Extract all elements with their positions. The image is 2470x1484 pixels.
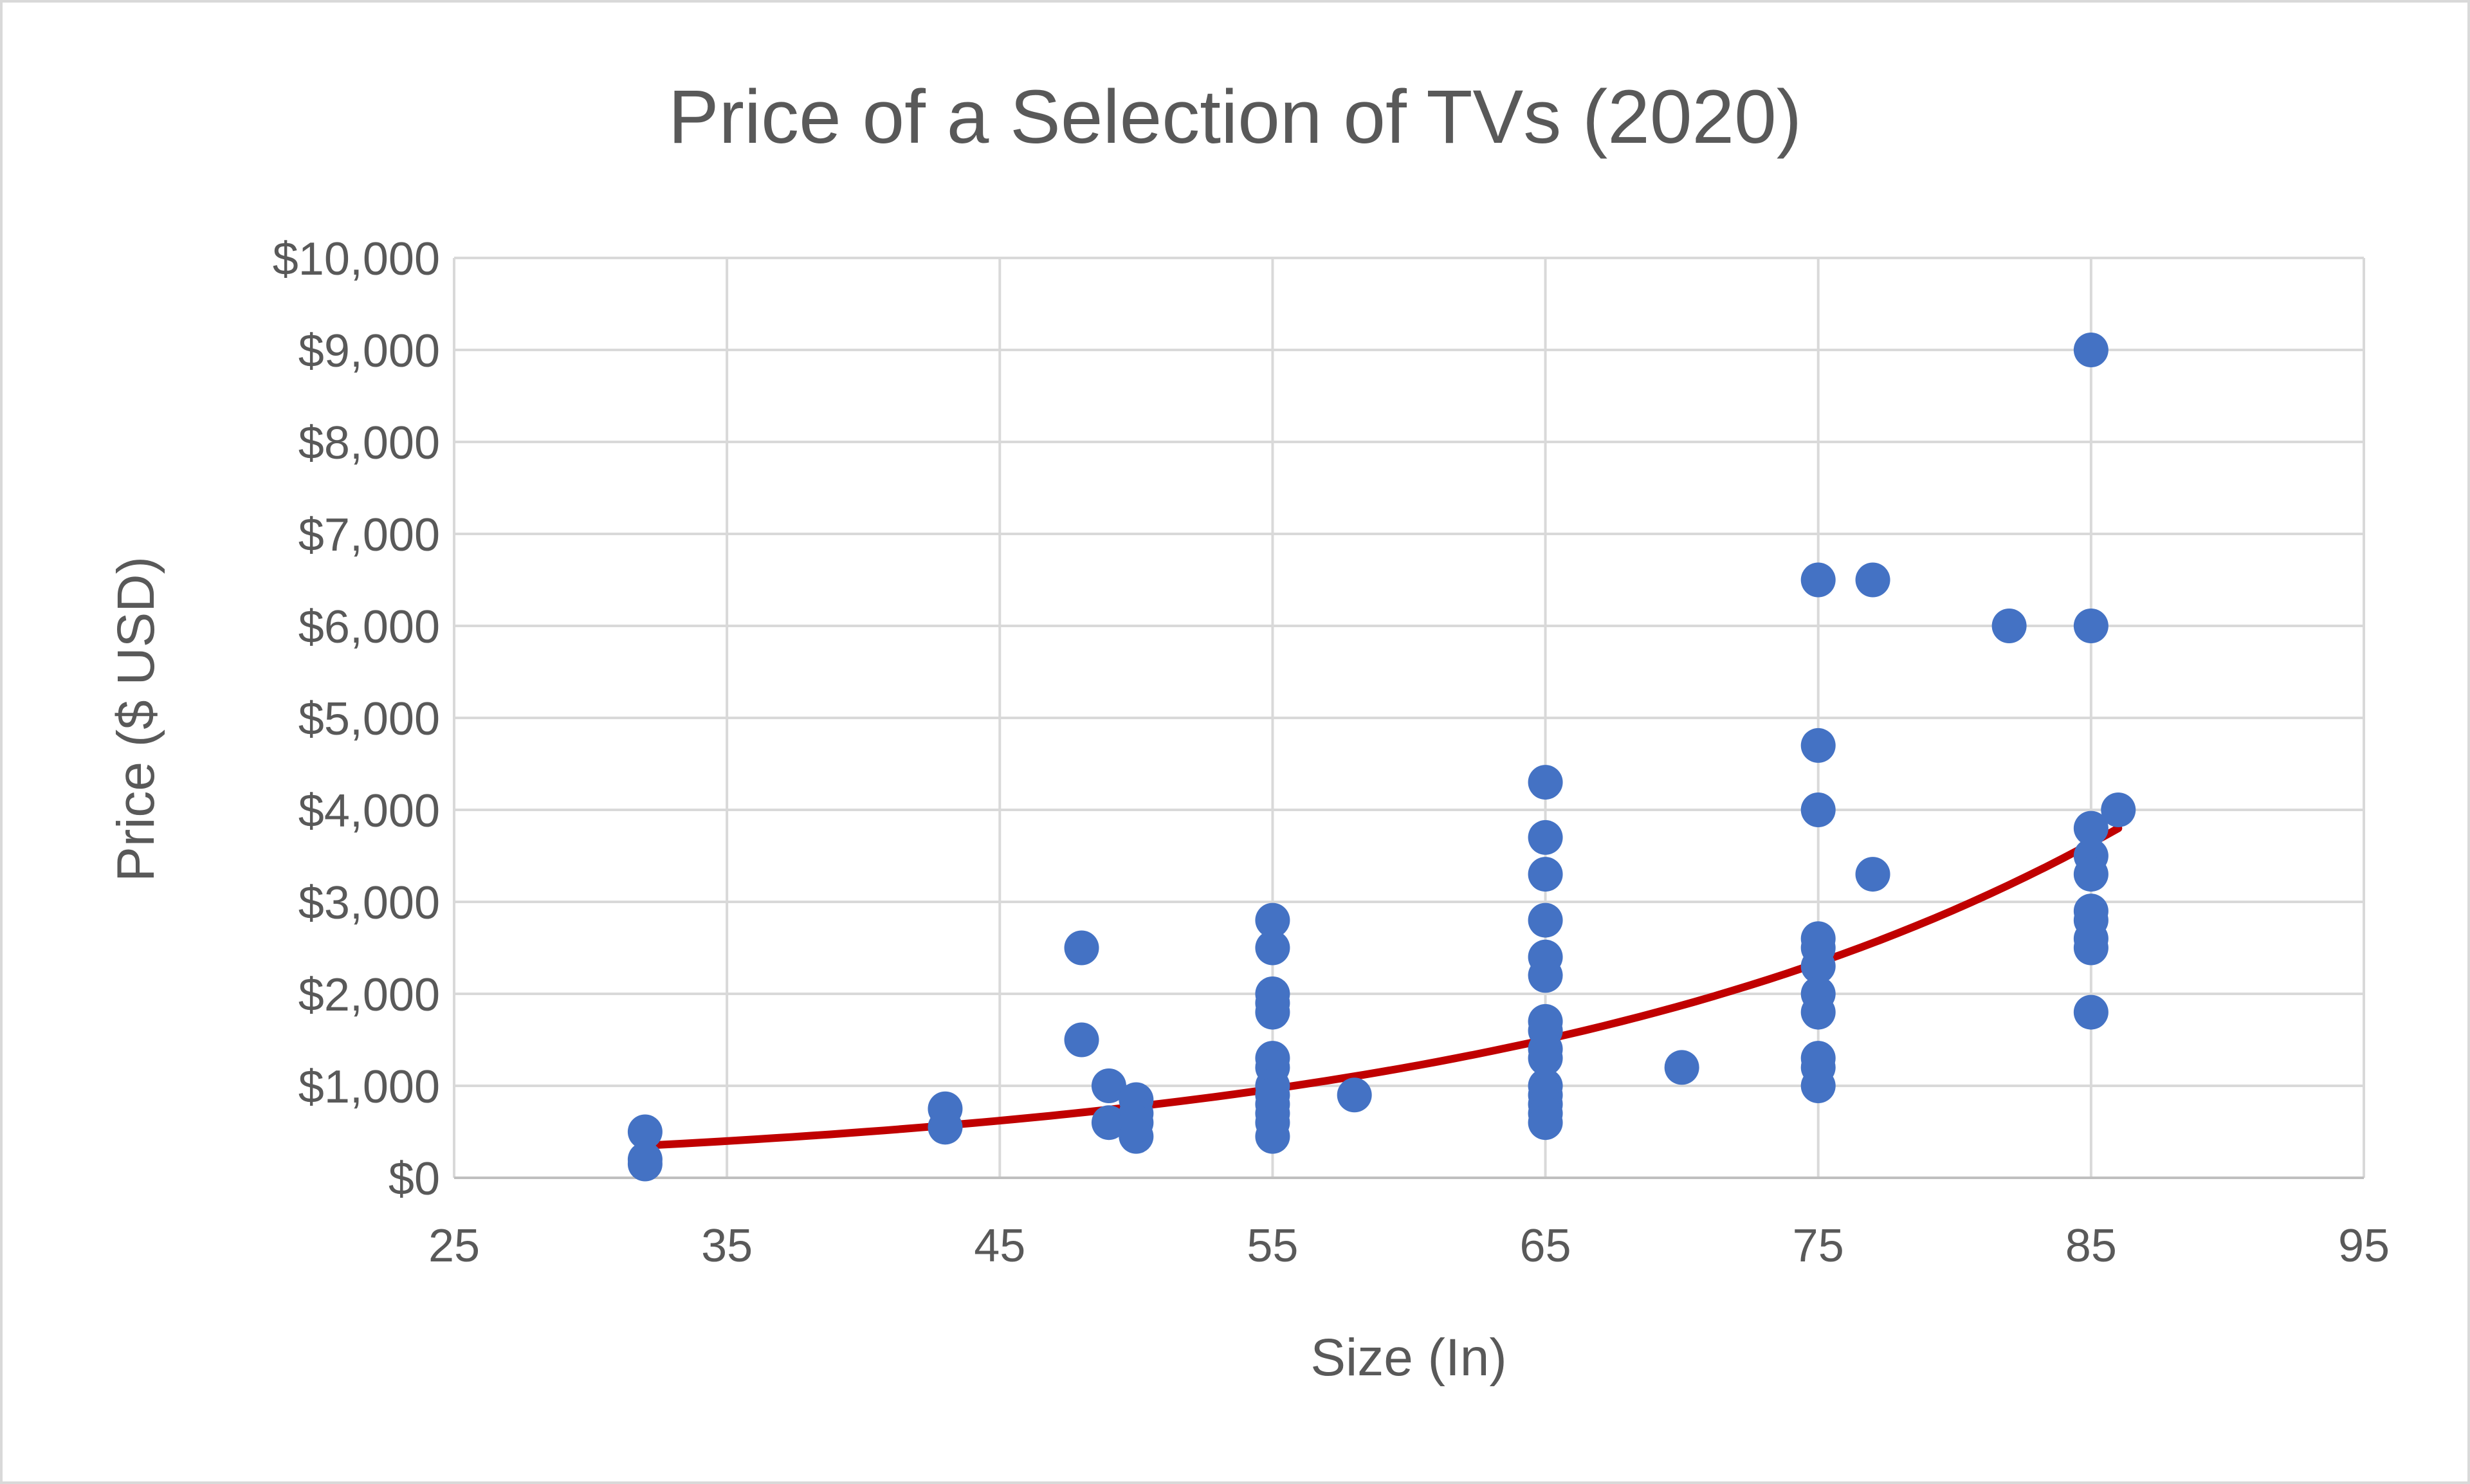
y-tick-label: $8,000	[298, 417, 440, 469]
data-point	[1064, 930, 1099, 966]
data-point	[2073, 930, 2109, 966]
data-point	[1800, 949, 1836, 984]
trendline	[641, 824, 2123, 1150]
data-point	[1528, 765, 1563, 800]
data-point	[1855, 562, 1890, 598]
chart-svg: Price of a Selection of TVs (2020) 25 35 4…	[107, 75, 2390, 1387]
x-tick-label: 65	[1520, 1220, 1571, 1272]
data-point	[2073, 857, 2109, 892]
y-tick-label: $5,000	[298, 693, 440, 745]
y-tick-label: $1,000	[298, 1061, 440, 1113]
data-point	[1528, 902, 1563, 938]
y-axis-title: Price ($ USD)	[107, 556, 165, 882]
y-tick-label: $4,000	[298, 785, 440, 837]
y-tick-label: $10,000	[273, 234, 440, 285]
x-tick-label: 35	[701, 1220, 753, 1272]
data-point	[1800, 1068, 1836, 1103]
data-point	[1800, 728, 1836, 763]
trendline-path	[641, 824, 2123, 1150]
data-point	[1664, 1050, 1699, 1085]
chart-title: Price of a Selection of TVs (2020)	[668, 75, 1802, 160]
data-point	[1064, 1022, 1099, 1058]
data-points	[627, 333, 2136, 1182]
data-point	[1255, 1119, 1290, 1154]
gridlines	[453, 257, 2365, 1179]
data-point	[1855, 857, 1890, 892]
x-tick-label: 75	[1793, 1220, 1844, 1272]
tick-labels: 25 35 45 55 65 75 85 95 $0 $1,000 $2,000 $3,000 $4,0…	[273, 234, 2390, 1272]
data-point	[1991, 609, 2027, 643]
x-tick-label: 25	[428, 1220, 480, 1272]
x-tick-label: 95	[2338, 1220, 2390, 1272]
data-point	[1528, 820, 1563, 855]
data-point	[2073, 811, 2109, 846]
y-tick-label: $2,000	[298, 969, 440, 1021]
data-point	[1337, 1077, 1372, 1113]
data-point	[2073, 333, 2109, 367]
data-point	[2073, 609, 2109, 643]
y-tick-label: $0	[389, 1153, 440, 1205]
y-tick-label: $3,000	[298, 877, 440, 929]
data-point	[2073, 994, 2109, 1030]
x-axis-title: Size (In)	[1310, 1328, 1506, 1387]
data-point	[1800, 792, 1836, 827]
data-point	[1528, 857, 1563, 892]
data-point	[1800, 562, 1836, 598]
data-point	[627, 1114, 663, 1150]
data-point	[1255, 930, 1290, 966]
data-point	[1528, 958, 1563, 993]
data-point	[1800, 994, 1836, 1030]
data-point	[1119, 1119, 1154, 1154]
data-point	[1528, 1105, 1563, 1140]
y-tick-label: $6,000	[298, 601, 440, 653]
x-tick-label: 45	[974, 1220, 1025, 1272]
data-point	[1255, 902, 1290, 938]
data-point	[2101, 792, 2136, 827]
x-tick-label: 55	[1247, 1220, 1298, 1272]
y-tick-label: $7,000	[298, 509, 440, 561]
data-point	[627, 1146, 663, 1182]
data-point	[1091, 1105, 1126, 1140]
data-point	[1528, 1041, 1563, 1076]
y-tick-label: $9,000	[298, 325, 440, 377]
data-point	[1091, 1068, 1126, 1103]
data-point	[928, 1110, 963, 1145]
data-point	[1255, 994, 1290, 1030]
x-tick-label: 85	[2065, 1220, 2117, 1272]
